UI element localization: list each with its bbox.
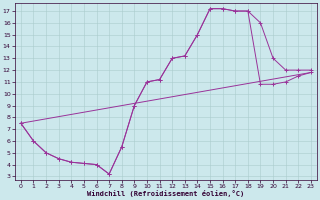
X-axis label: Windchill (Refroidissement éolien,°C): Windchill (Refroidissement éolien,°C) [87, 190, 244, 197]
